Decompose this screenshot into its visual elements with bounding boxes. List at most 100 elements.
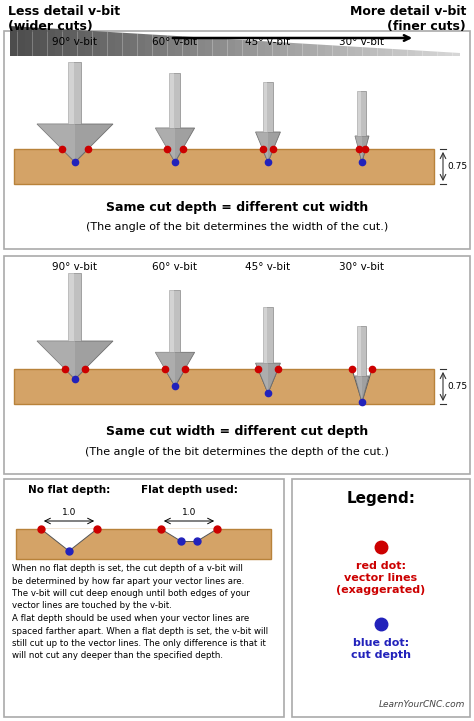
Polygon shape (205, 37, 212, 56)
Polygon shape (55, 29, 63, 56)
Polygon shape (25, 27, 33, 56)
Polygon shape (228, 39, 235, 56)
Polygon shape (155, 128, 175, 162)
Polygon shape (355, 376, 362, 402)
Polygon shape (65, 369, 85, 379)
FancyBboxPatch shape (263, 307, 267, 363)
Polygon shape (340, 46, 347, 56)
FancyBboxPatch shape (170, 73, 174, 128)
FancyBboxPatch shape (292, 479, 470, 717)
Polygon shape (255, 363, 268, 393)
Text: Same cut depth = different cut width: Same cut depth = different cut width (106, 200, 368, 213)
Polygon shape (182, 36, 190, 56)
Text: 60° v-bit: 60° v-bit (153, 37, 198, 47)
Polygon shape (70, 30, 78, 56)
Polygon shape (310, 44, 318, 56)
Text: 60° v-bit: 60° v-bit (153, 262, 198, 272)
FancyBboxPatch shape (4, 256, 470, 474)
Polygon shape (37, 341, 113, 379)
Polygon shape (62, 149, 88, 162)
Polygon shape (175, 36, 182, 56)
FancyBboxPatch shape (263, 82, 267, 132)
Polygon shape (153, 35, 160, 56)
Polygon shape (190, 37, 198, 56)
FancyBboxPatch shape (69, 273, 82, 341)
Polygon shape (161, 529, 217, 541)
Polygon shape (130, 33, 137, 56)
Text: 30° v-bit: 30° v-bit (339, 37, 384, 47)
Polygon shape (167, 35, 175, 56)
Polygon shape (37, 124, 75, 162)
Polygon shape (355, 47, 363, 56)
Polygon shape (408, 50, 415, 56)
Text: 0.75: 0.75 (447, 382, 467, 391)
Text: 0.75: 0.75 (447, 162, 467, 171)
Polygon shape (137, 34, 145, 56)
Text: (exaggerated): (exaggerated) (337, 585, 426, 595)
Text: More detail v-bit
(finer cuts): More detail v-bit (finer cuts) (350, 5, 466, 33)
Text: Flat depth used:: Flat depth used: (141, 485, 237, 495)
Polygon shape (422, 50, 430, 56)
Text: (The angle of the bit determines the width of the cut.): (The angle of the bit determines the wid… (86, 222, 388, 232)
Polygon shape (332, 45, 340, 56)
Text: 45° v-bit: 45° v-bit (246, 262, 291, 272)
Polygon shape (155, 128, 195, 162)
Polygon shape (263, 149, 273, 162)
Polygon shape (235, 40, 243, 56)
Polygon shape (63, 29, 70, 56)
Polygon shape (198, 37, 205, 56)
Polygon shape (415, 50, 422, 56)
Polygon shape (92, 31, 100, 56)
Text: 90° v-bit: 90° v-bit (53, 37, 98, 47)
Polygon shape (220, 39, 228, 56)
Polygon shape (257, 41, 265, 56)
Polygon shape (377, 48, 385, 56)
Text: LearnYourCNC.com: LearnYourCNC.com (379, 700, 465, 709)
Text: blue dot:: blue dot: (353, 638, 409, 648)
FancyBboxPatch shape (4, 31, 470, 249)
Polygon shape (280, 43, 288, 56)
FancyBboxPatch shape (69, 62, 82, 124)
Polygon shape (41, 529, 97, 551)
Polygon shape (358, 149, 365, 162)
Polygon shape (243, 40, 250, 56)
Text: 1.0: 1.0 (182, 508, 196, 517)
Polygon shape (445, 52, 453, 56)
Polygon shape (108, 32, 115, 56)
Text: Same cut width = different cut depth: Same cut width = different cut depth (106, 425, 368, 438)
Polygon shape (400, 50, 408, 56)
FancyBboxPatch shape (69, 273, 73, 341)
Polygon shape (100, 32, 108, 56)
Text: 45° v-bit: 45° v-bit (246, 37, 291, 47)
Polygon shape (37, 341, 75, 379)
Polygon shape (347, 46, 355, 56)
Text: 90° v-bit: 90° v-bit (53, 262, 98, 272)
Polygon shape (145, 34, 153, 56)
FancyBboxPatch shape (4, 479, 284, 717)
Text: No flat depth:: No flat depth: (28, 485, 110, 495)
Polygon shape (392, 49, 400, 56)
Polygon shape (318, 45, 325, 56)
FancyBboxPatch shape (69, 62, 73, 124)
FancyBboxPatch shape (263, 82, 273, 132)
Polygon shape (37, 124, 113, 162)
Polygon shape (255, 132, 268, 162)
Text: When no flat depth is set, the cut depth of a v-bit will
be determined by how fa: When no flat depth is set, the cut depth… (12, 564, 268, 660)
Polygon shape (155, 353, 175, 386)
Polygon shape (302, 43, 310, 56)
Polygon shape (78, 30, 85, 56)
Polygon shape (33, 27, 40, 56)
Polygon shape (370, 48, 377, 56)
FancyBboxPatch shape (357, 326, 361, 376)
Polygon shape (250, 40, 257, 56)
Polygon shape (273, 42, 280, 56)
Polygon shape (18, 27, 25, 56)
Polygon shape (355, 136, 369, 162)
FancyBboxPatch shape (170, 73, 181, 128)
Polygon shape (40, 28, 47, 56)
Polygon shape (255, 363, 281, 393)
Polygon shape (122, 32, 130, 56)
Polygon shape (255, 132, 281, 162)
Polygon shape (363, 47, 370, 56)
Text: 1.0: 1.0 (62, 508, 76, 517)
